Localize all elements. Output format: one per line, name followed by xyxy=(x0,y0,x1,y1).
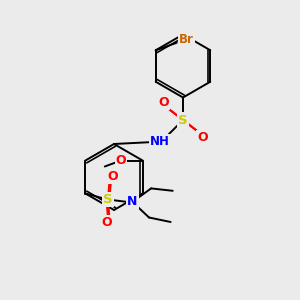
Text: S: S xyxy=(103,193,113,206)
Text: Br: Br xyxy=(179,33,194,46)
Text: O: O xyxy=(116,154,126,167)
Text: NH: NH xyxy=(150,135,170,148)
Text: O: O xyxy=(197,131,208,144)
Text: O: O xyxy=(107,169,118,183)
Text: O: O xyxy=(101,216,112,230)
Text: O: O xyxy=(158,96,169,109)
Text: S: S xyxy=(178,113,188,127)
Text: N: N xyxy=(127,195,138,208)
